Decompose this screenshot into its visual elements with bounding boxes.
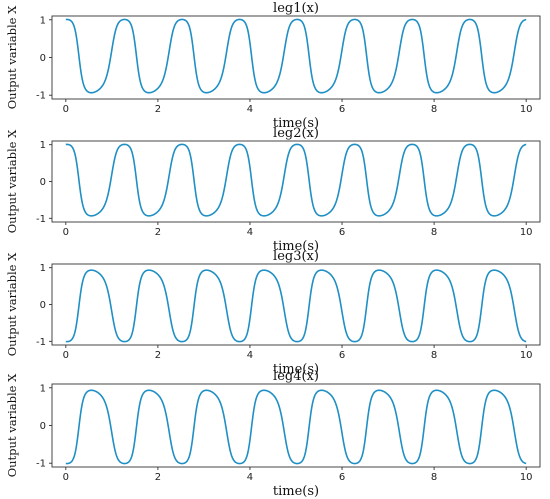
x-tick-label: 6: [339, 104, 345, 115]
x-tick-label: 2: [155, 350, 161, 361]
y-tick-label: 0: [40, 300, 46, 311]
series-line: [65, 18, 527, 94]
x-axis-label: time(s): [273, 484, 319, 499]
x-tick-label: 10: [520, 472, 533, 483]
y-axis-label: Output variable X: [5, 252, 19, 356]
x-tick-label: 2: [155, 472, 161, 483]
x-axis-label: time(s): [273, 116, 319, 131]
x-tick-label: 6: [339, 350, 345, 361]
x-tick-label: 8: [431, 227, 437, 238]
y-tick-label: -1: [36, 337, 46, 348]
plot-title: leg2(x): [273, 126, 319, 141]
y-tick-label: -1: [36, 91, 46, 102]
x-tick-label: 0: [63, 350, 69, 361]
axes-frame: [51, 383, 541, 468]
y-tick-label: 1: [40, 140, 46, 151]
y-tick-label: -1: [36, 214, 46, 225]
x-axis-label: time(s): [273, 239, 319, 254]
x-tick-label: 4: [247, 350, 253, 361]
x-tick-label: 10: [520, 350, 533, 361]
x-tick-label: 4: [247, 227, 253, 238]
x-tick-label: 0: [63, 227, 69, 238]
y-axis-label: Output variable X: [5, 129, 19, 233]
x-tick-label: 2: [155, 104, 161, 115]
x-tick-label: 4: [247, 472, 253, 483]
axes-frame: [51, 15, 541, 100]
series-line: [65, 143, 527, 217]
y-tick-label: 0: [40, 53, 46, 64]
plot-title: leg1(x): [273, 1, 319, 16]
x-tick-label: 10: [520, 227, 533, 238]
y-tick-label: 1: [40, 263, 46, 274]
x-tick-label: 4: [247, 104, 253, 115]
x-tick-label: 8: [431, 104, 437, 115]
y-tick-label: 1: [40, 383, 46, 394]
axes-frame: [51, 140, 541, 223]
x-axis-label: time(s): [273, 362, 319, 377]
x-tick-label: 10: [520, 104, 533, 115]
x-tick-label: 0: [63, 472, 69, 483]
y-tick-label: 0: [40, 177, 46, 188]
x-tick-label: 6: [339, 472, 345, 483]
axes-frame: [51, 263, 541, 346]
y-tick-label: 0: [40, 421, 46, 432]
y-axis-label: Output variable X: [5, 5, 19, 109]
x-tick-label: 8: [431, 350, 437, 361]
x-tick-label: 2: [155, 227, 161, 238]
plot-title: leg4(x): [273, 369, 319, 384]
x-tick-label: 0: [63, 104, 69, 115]
series-line: [65, 269, 527, 343]
y-axis-label: Output variable X: [5, 373, 19, 477]
x-tick-label: 8: [431, 472, 437, 483]
y-tick-label: 1: [40, 15, 46, 26]
series-line: [65, 389, 527, 465]
x-tick-label: 6: [339, 227, 345, 238]
plot-title: leg3(x): [273, 249, 319, 264]
y-tick-label: -1: [36, 459, 46, 470]
